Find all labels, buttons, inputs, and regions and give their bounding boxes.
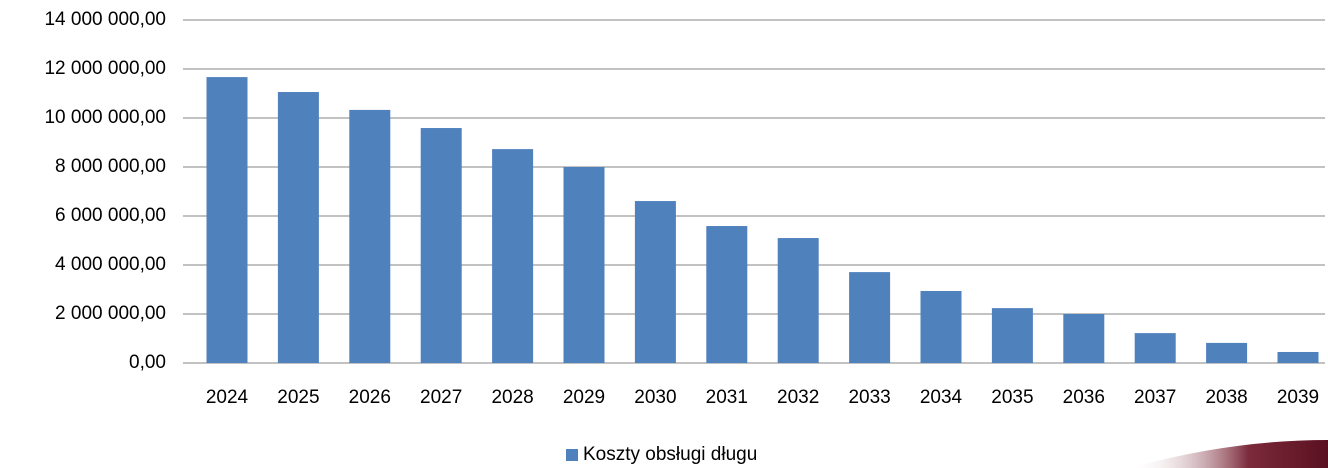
x-tick-label: 2035 (991, 387, 1033, 408)
x-tick-label: 2038 (1205, 387, 1247, 408)
bar (1277, 351, 1319, 363)
legend-swatch (566, 449, 578, 461)
x-tick-label: 2034 (920, 387, 963, 408)
bar (492, 149, 534, 363)
y-tick-label: 14 000 000,00 (44, 9, 166, 30)
bar (1206, 342, 1248, 363)
bar (349, 109, 391, 363)
y-tick-label: 4 000 000,00 (55, 254, 166, 275)
bar (920, 290, 962, 363)
y-tick-label: 10 000 000,00 (44, 107, 166, 128)
x-tick-label: 2030 (634, 387, 676, 408)
x-tick-label: 2024 (206, 387, 249, 408)
x-tick-label: 2037 (1134, 387, 1176, 408)
x-tick-label: 2036 (1063, 387, 1105, 408)
y-tick-label: 2 000 000,00 (55, 303, 166, 324)
bar (849, 272, 891, 363)
bar (777, 238, 819, 363)
y-tick-label: 8 000 000,00 (55, 156, 166, 177)
bar (634, 201, 676, 363)
y-tick-label: 6 000 000,00 (55, 205, 166, 226)
x-tick-label: 2027 (420, 387, 462, 408)
bar (706, 226, 748, 363)
y-tick-label: 0,00 (129, 352, 166, 373)
x-tick-label: 2029 (563, 387, 605, 408)
x-tick-label: 2028 (491, 387, 533, 408)
x-tick-label: 2033 (848, 387, 890, 408)
bar (1134, 333, 1176, 363)
legend-label: Koszty obsługi długu (583, 444, 757, 465)
x-tick-label: 2039 (1277, 387, 1319, 408)
bar (277, 92, 319, 363)
bar (206, 77, 248, 364)
x-tick-label: 2025 (277, 387, 319, 408)
bar (991, 308, 1033, 363)
bar (1063, 314, 1105, 363)
decoration-swoosh (1130, 440, 1328, 468)
bar (420, 128, 462, 363)
x-tick-label: 2032 (777, 387, 819, 408)
bar (563, 167, 605, 363)
x-tick-label: 2026 (349, 387, 391, 408)
y-tick-label: 12 000 000,00 (44, 58, 166, 79)
x-tick-label: 2031 (706, 387, 748, 408)
